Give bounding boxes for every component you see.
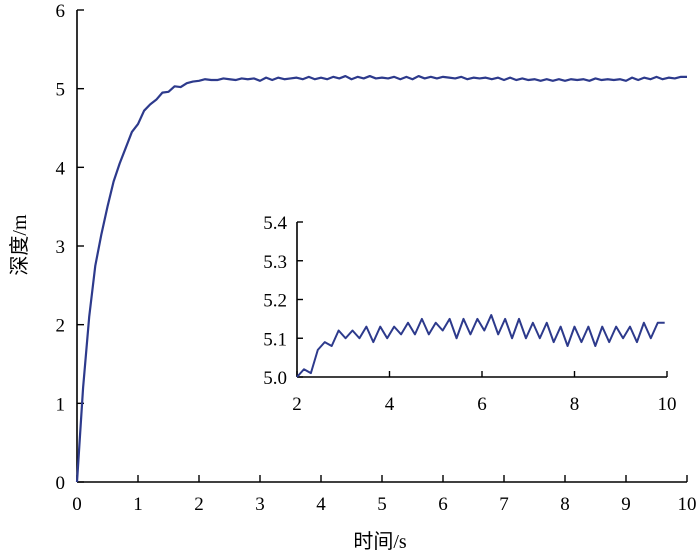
inset-y-tick-label: 5.2: [263, 291, 287, 312]
inset-series-line: [296, 314, 665, 378]
inset-x-ticks: 2 4 6 8 10: [292, 371, 677, 415]
inset-x-tick-label: 6: [477, 394, 487, 415]
main-x-tick-label: 5: [377, 494, 387, 515]
inset-y-ticks: 5.0 5.1 5.2 5.3 5.4: [263, 213, 303, 389]
inset-y-tick-label: 5.3: [263, 252, 287, 273]
main-series-line: [75, 74, 687, 483]
y-axis-title: 深度/m: [8, 214, 31, 276]
inset-x-tick-label: 8: [570, 394, 580, 415]
main-x-tick-label: 4: [316, 494, 326, 515]
main-y-tick-label: 1: [56, 394, 66, 415]
x-axis-title: 时间/s: [353, 530, 407, 553]
inset-y-tick-label: 5.4: [263, 213, 287, 234]
main-x-tick-label: 6: [438, 494, 448, 515]
inset-plot: 2 4 6 8 10 5.0 5.1 5.2 5.3 5.4: [263, 213, 676, 415]
main-x-tick-label: 9: [621, 494, 631, 515]
main-y-tick-label: 6: [56, 1, 66, 22]
main-x-tick-label: 7: [499, 494, 509, 515]
inset-y-tick-label: 5.1: [263, 329, 287, 350]
main-x-ticks: 0 1 2 3 4 5 6 7 8 9 10: [72, 475, 697, 515]
inset-y-tick-label: 5.0: [263, 368, 287, 389]
main-y-tick-label: 4: [56, 158, 66, 179]
inset-x-tick-label: 2: [292, 394, 302, 415]
main-y-tick-label: 0: [56, 473, 66, 494]
main-plot: 0 1 2 3 4 5 6 7 8 9 10 0 1 2 3 4 5 6 时间/s 深度/m: [8, 1, 697, 553]
main-x-tick-label: 8: [560, 494, 570, 515]
main-x-tick-label: 10: [678, 494, 697, 515]
main-axes: [76, 10, 687, 483]
inset-x-tick-label: 4: [385, 394, 395, 415]
main-y-tick-label: 2: [56, 316, 66, 337]
main-x-tick-label: 3: [255, 494, 265, 515]
main-x-tick-label: 0: [72, 494, 82, 515]
main-y-tick-label: 5: [56, 80, 66, 101]
main-y-ticks: 0 1 2 3 4 5 6: [56, 1, 84, 494]
main-x-tick-label: 1: [133, 494, 143, 515]
main-x-tick-label: 2: [194, 494, 204, 515]
inset-axes: [296, 222, 667, 378]
inset-x-tick-label: 10: [658, 394, 677, 415]
main-y-tick-label: 3: [56, 237, 66, 258]
